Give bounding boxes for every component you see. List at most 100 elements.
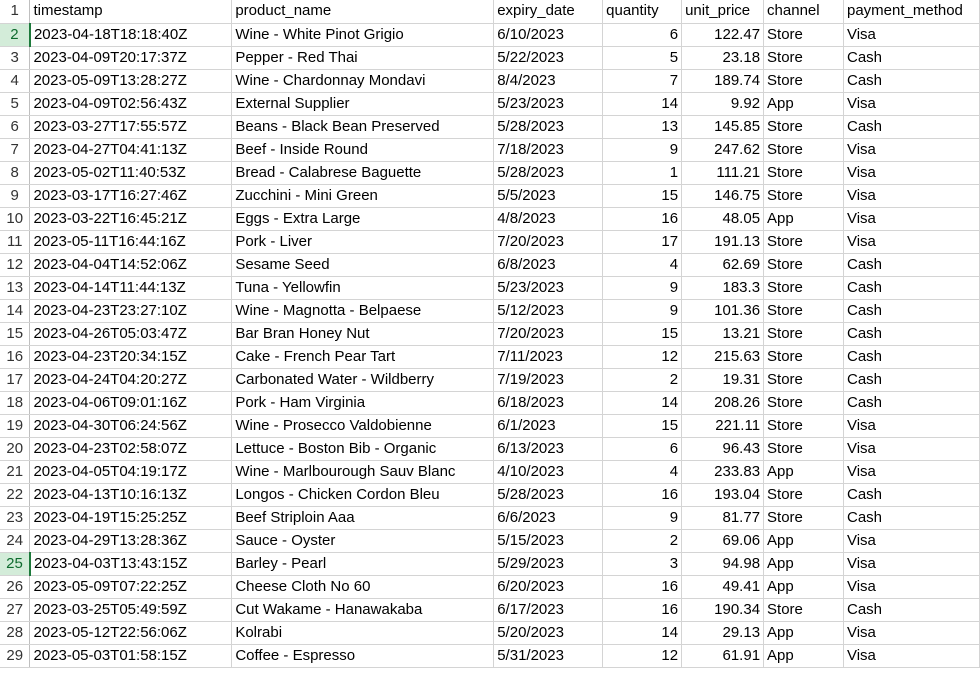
cell-timestamp[interactable]: 2023-04-13T10:16:13Z — [29, 483, 233, 507]
row-header[interactable]: 9 — [0, 184, 31, 208]
cell-timestamp[interactable]: 2023-03-17T16:27:46Z — [29, 184, 233, 208]
cell-expiry-date[interactable]: 5/22/2023 — [493, 46, 604, 70]
cell-product-name[interactable]: Pepper - Red Thai — [231, 46, 495, 70]
cell-channel[interactable]: App — [763, 92, 844, 116]
cell-unit-price[interactable]: 61.91 — [681, 644, 765, 668]
cell-expiry-date[interactable]: 6/1/2023 — [493, 414, 604, 438]
row-header[interactable]: 4 — [0, 69, 31, 93]
cell-unit-price[interactable]: 62.69 — [681, 253, 765, 277]
row-header[interactable]: 3 — [0, 46, 31, 70]
cell-expiry-date[interactable]: 5/23/2023 — [493, 276, 604, 300]
row-header[interactable]: 2 — [0, 23, 31, 47]
cell-timestamp[interactable]: 2023-03-22T16:45:21Z — [29, 207, 233, 231]
cell-timestamp[interactable]: 2023-04-09T02:56:43Z — [29, 92, 233, 116]
header-cell-quantity[interactable]: quantity — [602, 0, 683, 24]
cell-product-name[interactable]: Coffee - Espresso — [231, 644, 495, 668]
cell-product-name[interactable]: Bar Bran Honey Nut — [231, 322, 495, 346]
cell-timestamp[interactable]: 2023-04-18T18:18:40Z — [29, 23, 233, 47]
cell-payment-method[interactable]: Cash — [843, 483, 980, 507]
cell-timestamp[interactable]: 2023-04-03T13:43:15Z — [29, 552, 233, 576]
cell-timestamp[interactable]: 2023-04-19T15:25:25Z — [29, 506, 233, 530]
cell-expiry-date[interactable]: 5/28/2023 — [493, 115, 604, 139]
cell-quantity[interactable]: 14 — [602, 621, 683, 645]
cell-channel[interactable]: App — [763, 644, 844, 668]
cell-expiry-date[interactable]: 5/12/2023 — [493, 299, 604, 323]
header-cell-product-name[interactable]: product_name — [231, 0, 495, 24]
cell-product-name[interactable]: Wine - Prosecco Valdobienne — [231, 414, 495, 438]
cell-payment-method[interactable]: Visa — [843, 230, 980, 254]
cell-timestamp[interactable]: 2023-05-12T22:56:06Z — [29, 621, 233, 645]
row-header[interactable]: 12 — [0, 253, 31, 277]
cell-product-name[interactable]: Sesame Seed — [231, 253, 495, 277]
cell-channel[interactable]: Store — [763, 299, 844, 323]
cell-timestamp[interactable]: 2023-03-27T17:55:57Z — [29, 115, 233, 139]
cell-product-name[interactable]: Zucchini - Mini Green — [231, 184, 495, 208]
cell-product-name[interactable]: Beef Striploin Aaa — [231, 506, 495, 530]
cell-product-name[interactable]: Cheese Cloth No 60 — [231, 575, 495, 599]
cell-channel[interactable]: Store — [763, 414, 844, 438]
row-header[interactable]: 21 — [0, 460, 31, 484]
cell-channel[interactable]: Store — [763, 138, 844, 162]
cell-quantity[interactable]: 16 — [602, 483, 683, 507]
cell-product-name[interactable]: Longos - Chicken Cordon Bleu — [231, 483, 495, 507]
row-header[interactable]: 5 — [0, 92, 31, 116]
cell-payment-method[interactable]: Cash — [843, 253, 980, 277]
row-header[interactable]: 28 — [0, 621, 31, 645]
cell-product-name[interactable]: Lettuce - Boston Bib - Organic — [231, 437, 495, 461]
cell-unit-price[interactable]: 189.74 — [681, 69, 765, 93]
cell-channel[interactable]: Store — [763, 276, 844, 300]
cell-unit-price[interactable]: 233.83 — [681, 460, 765, 484]
cell-payment-method[interactable]: Visa — [843, 161, 980, 185]
cell-expiry-date[interactable]: 8/4/2023 — [493, 69, 604, 93]
cell-timestamp[interactable]: 2023-05-03T01:58:15Z — [29, 644, 233, 668]
row-header[interactable]: 14 — [0, 299, 31, 323]
cell-payment-method[interactable]: Cash — [843, 276, 980, 300]
row-header[interactable]: 27 — [0, 598, 31, 622]
cell-unit-price[interactable]: 190.34 — [681, 598, 765, 622]
cell-channel[interactable]: App — [763, 529, 844, 553]
cell-payment-method[interactable]: Visa — [843, 621, 980, 645]
cell-unit-price[interactable]: 215.63 — [681, 345, 765, 369]
cell-payment-method[interactable]: Cash — [843, 322, 980, 346]
cell-quantity[interactable]: 12 — [602, 644, 683, 668]
row-header[interactable]: 7 — [0, 138, 31, 162]
cell-payment-method[interactable]: Visa — [843, 414, 980, 438]
cell-channel[interactable]: Store — [763, 161, 844, 185]
row-header[interactable]: 29 — [0, 644, 31, 668]
cell-channel[interactable]: Store — [763, 506, 844, 530]
cell-channel[interactable]: Store — [763, 322, 844, 346]
cell-timestamp[interactable]: 2023-05-09T07:22:25Z — [29, 575, 233, 599]
cell-product-name[interactable]: Sauce - Oyster — [231, 529, 495, 553]
cell-channel[interactable]: App — [763, 460, 844, 484]
cell-unit-price[interactable]: 81.77 — [681, 506, 765, 530]
cell-quantity[interactable]: 15 — [602, 414, 683, 438]
cell-quantity[interactable]: 16 — [602, 598, 683, 622]
cell-quantity[interactable]: 9 — [602, 506, 683, 530]
cell-quantity[interactable]: 2 — [602, 368, 683, 392]
row-header[interactable]: 11 — [0, 230, 31, 254]
cell-channel[interactable]: App — [763, 621, 844, 645]
cell-channel[interactable]: App — [763, 552, 844, 576]
cell-expiry-date[interactable]: 7/18/2023 — [493, 138, 604, 162]
cell-quantity[interactable]: 1 — [602, 161, 683, 185]
cell-product-name[interactable]: Carbonated Water - Wildberry — [231, 368, 495, 392]
cell-unit-price[interactable]: 145.85 — [681, 115, 765, 139]
cell-unit-price[interactable]: 122.47 — [681, 23, 765, 47]
cell-channel[interactable]: Store — [763, 184, 844, 208]
row-header[interactable]: 10 — [0, 207, 31, 231]
cell-product-name[interactable]: Pork - Liver — [231, 230, 495, 254]
row-header[interactable]: 20 — [0, 437, 31, 461]
cell-expiry-date[interactable]: 5/28/2023 — [493, 483, 604, 507]
row-header[interactable]: 26 — [0, 575, 31, 599]
cell-unit-price[interactable]: 19.31 — [681, 368, 765, 392]
row-header[interactable]: 1 — [0, 0, 31, 24]
cell-payment-method[interactable]: Visa — [843, 92, 980, 116]
cell-expiry-date[interactable]: 6/20/2023 — [493, 575, 604, 599]
cell-expiry-date[interactable]: 7/11/2023 — [493, 345, 604, 369]
cell-quantity[interactable]: 13 — [602, 115, 683, 139]
row-header[interactable]: 23 — [0, 506, 31, 530]
cell-payment-method[interactable]: Visa — [843, 529, 980, 553]
cell-payment-method[interactable]: Cash — [843, 115, 980, 139]
cell-payment-method[interactable]: Visa — [843, 138, 980, 162]
cell-channel[interactable]: App — [763, 207, 844, 231]
